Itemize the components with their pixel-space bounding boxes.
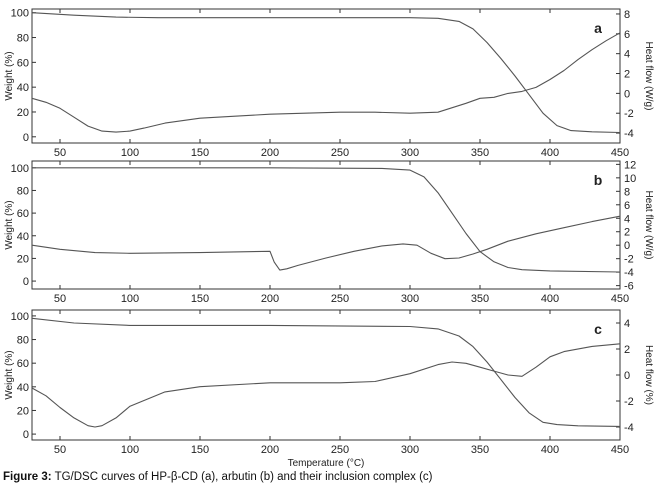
y-left-tick-label: 20 [17,405,29,417]
y-right-axis-title: Heat flow (W/g) [643,191,654,260]
y-left-tick-label: 40 [17,231,29,243]
x-tick-label: 350 [471,147,489,159]
y-left-tick-label: 80 [17,33,29,45]
x-tick-label: 150 [191,293,209,305]
dsc-heat-flow-curve [31,32,621,133]
y-left-tick-label: 100 [11,163,29,175]
x-tick-label: 400 [541,147,559,159]
y-right-tick-label: 0 [624,370,630,382]
y-left-tick-label: 60 [17,358,29,370]
x-tick-label: 50 [54,293,66,305]
y-right-tick-label: -2 [624,396,634,408]
x-tick-label: 50 [54,444,66,456]
x-tick-label: 150 [191,444,209,456]
y-right-tick-label: 2 [624,227,630,239]
x-tick-label: 100 [121,147,139,159]
y-right-tick-label: -2 [624,108,634,120]
y-right-axis-title: Heat flow (%) [643,345,654,405]
y-left-axis-title: Weight (%) [4,350,15,399]
y-left-tick-label: 40 [17,82,29,94]
y-left-axis-title: Weight (%) [4,200,15,249]
tg-weight-curve [31,12,621,134]
x-tick-label: 300 [401,147,419,159]
y-left-tick-label: 0 [23,276,29,288]
panel-c: 50 100 150 200 250 300 350 400 450020406080100-4… [4,309,654,469]
x-tick-label: 450 [611,293,629,305]
y-right-tick-label: 8 [624,186,630,198]
y-left-tick-label: 60 [17,208,29,220]
dsc-heat-flow-curve [31,215,621,271]
x-tick-label: 250 [331,293,349,305]
x-tick-label: 350 [471,444,489,456]
y-right-tick-label: 4 [624,318,630,330]
panel-label: a [594,20,602,36]
tg-weight-curve [32,167,621,273]
y-right-tick-label: 8 [624,9,630,21]
tg-weight-curve [31,317,621,427]
y-right-tick-label: -4 [624,267,634,279]
y-right-tick-label: 4 [624,49,630,61]
x-tick-label: 100 [121,444,139,456]
y-left-tick-label: 40 [17,382,29,394]
panel-b: 50 100 150 200 250 300 350 400 450020406080100-6… [4,159,654,305]
y-right-tick-label: 0 [624,88,630,100]
y-left-axis-title: Weight (%) [4,51,15,100]
y-right-tick-label: 2 [624,344,630,356]
y-left-tick-label: 20 [17,253,29,265]
panel-a: 50 100 150 200 250 300 350 400 450020406080100-4… [4,8,654,159]
x-tick-label: 450 [611,147,629,159]
x-tick-label: 50 [54,147,66,159]
x-tick-label: 250 [331,147,349,159]
x-tick-label: 350 [471,293,489,305]
plot-frame [31,160,621,290]
y-right-tick-label: -4 [624,422,634,434]
x-axis-title: Temperature (°C) [288,458,365,469]
y-right-tick-label: 6 [624,29,630,41]
figure-caption: Figure 3: TG/DSC curves of HP-β-CD (a), … [3,471,432,483]
x-tick-label: 200 [261,147,279,159]
y-right-tick-label: 6 [624,200,630,212]
x-tick-label: 200 [261,293,279,305]
y-left-tick-label: 80 [17,335,29,347]
y-left-tick-label: 0 [23,132,29,144]
y-left-tick-label: 80 [17,185,29,197]
y-right-tick-label: -6 [624,281,634,293]
x-tick-label: 200 [261,444,279,456]
y-left-tick-label: 100 [11,8,29,20]
y-right-tick-label: 12 [624,159,636,171]
panel-label: b [594,172,603,188]
x-tick-label: 100 [121,293,139,305]
x-tick-label: 150 [191,147,209,159]
y-right-axis-title: Heat flow (W/g) [643,42,654,111]
dsc-heat-flow-curve [31,343,621,428]
x-tick-label: 300 [401,444,419,456]
x-tick-label: 450 [611,444,629,456]
plot-frame [31,309,621,441]
y-left-tick-label: 100 [11,311,29,323]
y-right-tick-label: 4 [624,213,630,225]
y-right-tick-label: -4 [624,128,634,140]
x-tick-label: 300 [401,293,419,305]
x-tick-label: 250 [331,444,349,456]
plot-frame [31,8,621,144]
y-right-tick-label: 2 [624,69,630,81]
y-left-tick-label: 20 [17,107,29,119]
x-tick-label: 400 [541,444,559,456]
caption-text: TG/DSC curves of HP-β-CD (a), arbutin (b… [54,471,433,483]
caption-label: Figure 3: [3,471,52,483]
y-right-tick-label: 10 [624,173,636,185]
y-left-tick-label: 60 [17,57,29,69]
x-tick-label: 400 [541,293,559,305]
y-right-tick-label: 0 [624,240,630,252]
y-left-tick-label: 0 [23,429,29,441]
panel-label: c [594,321,602,337]
y-right-tick-label: -2 [624,254,634,266]
